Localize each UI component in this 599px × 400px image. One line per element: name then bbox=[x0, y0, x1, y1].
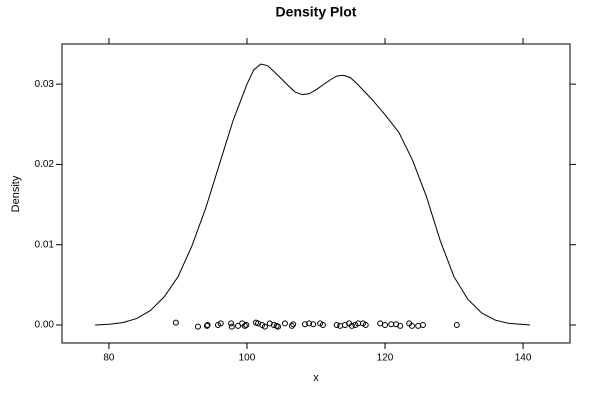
density-line bbox=[95, 63, 531, 326]
chart-title: Density Plot bbox=[276, 4, 357, 20]
rug-point bbox=[217, 320, 224, 327]
rug-point bbox=[397, 322, 404, 329]
rug-point bbox=[415, 322, 422, 329]
y-tick-label: 0.01 bbox=[35, 239, 55, 250]
rug-point bbox=[319, 322, 326, 329]
y-tick-label: 0.02 bbox=[35, 159, 55, 170]
rug-point bbox=[288, 322, 295, 329]
rug-point bbox=[453, 322, 460, 329]
rug-point bbox=[275, 323, 282, 330]
rug-point bbox=[348, 322, 355, 329]
x-tick-label: 80 bbox=[103, 353, 115, 364]
rug-point bbox=[388, 321, 395, 328]
y-tick-label: 0.00 bbox=[35, 320, 55, 331]
rug-point bbox=[301, 321, 308, 328]
x-axis-label: x bbox=[313, 372, 319, 384]
rug-point bbox=[243, 322, 250, 329]
rug-point bbox=[377, 320, 384, 327]
y-tick-label: 0.03 bbox=[35, 79, 55, 90]
y-axis-label: Density bbox=[10, 175, 22, 212]
rug-point bbox=[204, 322, 211, 329]
x-tick-label: 140 bbox=[515, 353, 532, 364]
rug-point bbox=[281, 320, 288, 327]
rug-point bbox=[382, 322, 389, 329]
rug-point bbox=[290, 321, 297, 328]
x-tick-label: 100 bbox=[239, 353, 256, 364]
rug-point bbox=[194, 323, 201, 330]
rug-point bbox=[228, 323, 235, 330]
x-tick-label: 120 bbox=[377, 353, 394, 364]
plot-frame bbox=[61, 43, 571, 344]
rug-point bbox=[419, 322, 426, 329]
rug-point bbox=[306, 320, 313, 327]
rug-point bbox=[228, 320, 235, 327]
rug-point bbox=[408, 322, 415, 329]
rug-point bbox=[203, 322, 210, 329]
rug-point bbox=[261, 323, 268, 330]
rug-point bbox=[337, 322, 344, 329]
rug-point bbox=[362, 322, 369, 329]
rug-point bbox=[310, 321, 317, 328]
rug-point bbox=[172, 319, 179, 326]
rug-point bbox=[333, 322, 340, 329]
